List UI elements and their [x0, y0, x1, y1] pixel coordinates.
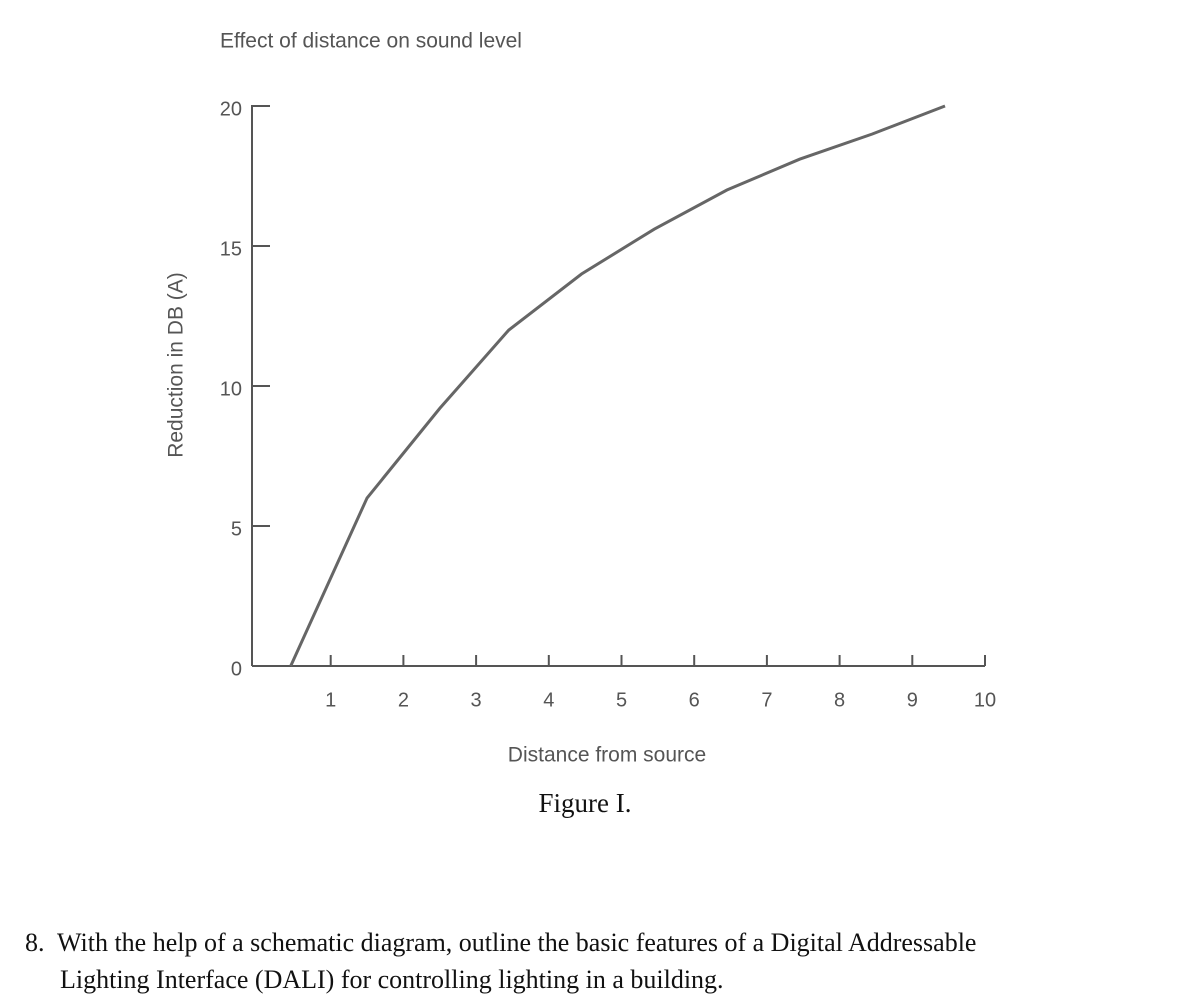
chart-title: Effect of distance on sound level: [220, 30, 522, 53]
question-number: 8.: [25, 928, 45, 957]
y-tick-label: 10: [220, 378, 242, 400]
y-tick-label: 20: [220, 98, 242, 120]
caption: Figure I.: [539, 788, 632, 818]
x-tick-label: 8: [834, 689, 845, 711]
x-tick-label: 7: [761, 689, 772, 711]
x-tick-label: 5: [616, 689, 627, 711]
x-tick-label: 1: [325, 689, 336, 711]
x-tick-label: 10: [974, 689, 996, 711]
x-tick-label: 9: [907, 689, 918, 711]
y-tick-label: 5: [231, 518, 242, 540]
y-tick-label: 15: [220, 238, 242, 260]
x-axis-label: Distance from source: [508, 744, 706, 767]
x-tick-label: 6: [689, 689, 700, 711]
x-tick-label: 3: [471, 689, 482, 711]
y-axis-label: Reduction in DB (A): [165, 272, 188, 458]
question-text: With the help of a schematic diagram, ou…: [57, 928, 976, 957]
x-tick-label: 2: [398, 689, 409, 711]
data-line: [289, 104, 946, 667]
y-tick-label: 0: [231, 658, 242, 680]
x-tick-label: 4: [543, 689, 554, 711]
question-text: Lighting Interface (DALI) for controllin…: [60, 965, 724, 994]
